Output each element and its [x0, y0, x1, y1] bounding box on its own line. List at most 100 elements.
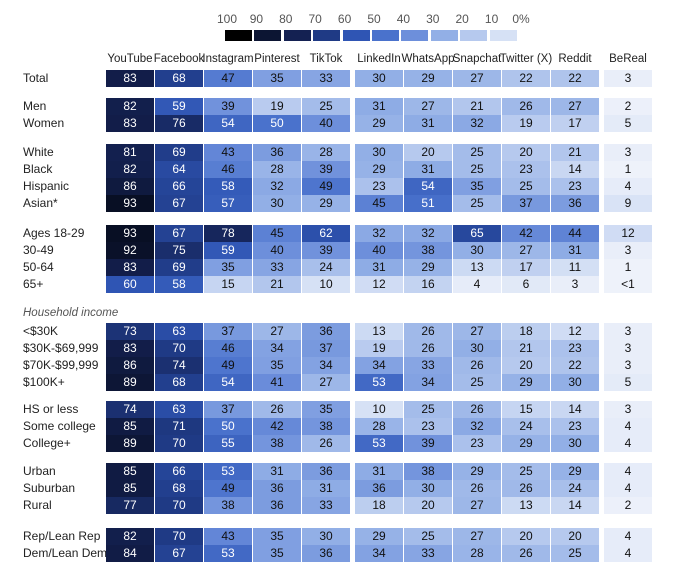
heatmap-cell: 22: [502, 70, 550, 87]
heatmap-cell: 27: [453, 528, 501, 545]
heatmap-cell: 4: [604, 545, 652, 562]
heatmap-cell: 58: [204, 178, 252, 195]
heatmap-cell: 4: [604, 528, 652, 545]
heatmap-cell: 21: [502, 340, 550, 357]
heatmap-cell: 33: [302, 70, 350, 87]
heatmap-cell: 21: [551, 144, 599, 161]
heatmap-cell: 20: [404, 144, 452, 161]
heatmap-cell: 29: [502, 435, 550, 452]
row-label: 50-64: [23, 260, 54, 274]
legend-swatch: [460, 30, 488, 41]
heatmap-cell: 31: [551, 242, 599, 259]
heatmap-cell: 25: [453, 195, 501, 212]
heatmap-cell: 31: [355, 259, 403, 276]
heatmap-cell: 23: [453, 435, 501, 452]
section-label: Household income: [23, 307, 119, 319]
heatmap-cell: 64: [155, 161, 203, 178]
heatmap-cell: 27: [502, 242, 550, 259]
row-label: $30K-$69,999: [23, 341, 99, 355]
heatmap-cell: 45: [355, 195, 403, 212]
heatmap-cell: 34: [253, 340, 301, 357]
heatmap-cell: 17: [502, 259, 550, 276]
heatmap-cell: 10: [302, 276, 350, 293]
heatmap-cell: 29: [502, 374, 550, 391]
heatmap-cell: 43: [204, 528, 252, 545]
column-header: Pinterest: [254, 53, 300, 65]
heatmap-cell: 71: [155, 418, 203, 435]
heatmap-cell: 19: [502, 115, 550, 132]
legend-label: 70: [308, 12, 322, 26]
heatmap-cell: 43: [204, 144, 252, 161]
heatmap-cell: 65: [453, 225, 501, 242]
heatmap-cell: 73: [106, 323, 154, 340]
heatmap-cell: 27: [404, 98, 452, 115]
heatmap-cell: 49: [302, 178, 350, 195]
heatmap-cell: 34: [302, 357, 350, 374]
heatmap-cell: 36: [253, 480, 301, 497]
heatmap-cell: 31: [302, 480, 350, 497]
legend-swatch: [342, 30, 370, 41]
heatmap-cell: 23: [404, 418, 452, 435]
heatmap-cell: 74: [106, 401, 154, 418]
heatmap-cell: 20: [404, 497, 452, 514]
heatmap-cell: 1: [604, 161, 652, 178]
heatmap-cell: 63: [155, 323, 203, 340]
row-label: Rural: [23, 498, 52, 512]
row-label: College+: [23, 436, 71, 450]
heatmap-cell: 33: [302, 497, 350, 514]
heatmap-cell: 13: [355, 323, 403, 340]
heatmap-cell: 36: [302, 545, 350, 562]
column-header: Snapchat: [452, 53, 502, 65]
row-label: Ages 18-29: [23, 226, 85, 240]
heatmap-cell: 68: [155, 374, 203, 391]
heatmap-cell: 16: [404, 276, 452, 293]
legend-swatch: [254, 30, 282, 41]
heatmap-cell: 30: [453, 340, 501, 357]
heatmap-cell: 20: [502, 357, 550, 374]
heatmap-cell: 36: [551, 195, 599, 212]
heatmap-cell: 54: [204, 374, 252, 391]
heatmap-cell: 25: [404, 401, 452, 418]
heatmap-cell: 28: [302, 144, 350, 161]
heatmap-cell: 45: [253, 225, 301, 242]
heatmap-cell: 29: [453, 463, 501, 480]
heatmap-cell: 53: [355, 435, 403, 452]
heatmap-cell: 11: [551, 259, 599, 276]
heatmap-cell: 5: [604, 374, 652, 391]
heatmap-cell: 35: [253, 70, 301, 87]
heatmap-cell: 26: [453, 401, 501, 418]
heatmap-cell: 38: [404, 463, 452, 480]
heatmap-cell: 26: [453, 357, 501, 374]
heatmap-cell: 29: [302, 195, 350, 212]
column-header: WhatsApp: [401, 53, 455, 65]
heatmap-cell: 13: [453, 259, 501, 276]
heatmap-cell: 23: [502, 161, 550, 178]
heatmap-cell: 31: [355, 98, 403, 115]
heatmap-cell: 53: [204, 463, 252, 480]
heatmap-cell: 3: [604, 401, 652, 418]
heatmap-cell: 30: [355, 70, 403, 87]
heatmap-cell: 69: [155, 259, 203, 276]
heatmap-cell: 25: [302, 98, 350, 115]
heatmap-cell: 49: [204, 357, 252, 374]
heatmap-cell: 14: [551, 401, 599, 418]
row-label: Asian*: [23, 196, 58, 210]
heatmap-cell: 27: [253, 323, 301, 340]
heatmap-cell: 6: [502, 276, 550, 293]
heatmap-cell: 38: [253, 435, 301, 452]
heatmap-cell: 30: [253, 195, 301, 212]
heatmap-cell: 15: [204, 276, 252, 293]
legend-swatch: [225, 30, 252, 41]
heatmap-cell: 22: [551, 357, 599, 374]
column-header: LinkedIn: [357, 53, 401, 65]
heatmap-cell: 14: [551, 161, 599, 178]
heatmap-cell: 59: [204, 242, 252, 259]
heatmap-cell: 89: [106, 374, 154, 391]
heatmap-cell: 83: [106, 70, 154, 87]
heatmap-cell: 20: [502, 528, 550, 545]
heatmap-cell: 26: [404, 323, 452, 340]
heatmap-cell: 35: [453, 178, 501, 195]
heatmap-cell: 3: [604, 323, 652, 340]
heatmap-cell: 82: [106, 98, 154, 115]
row-label: Women: [23, 116, 65, 130]
